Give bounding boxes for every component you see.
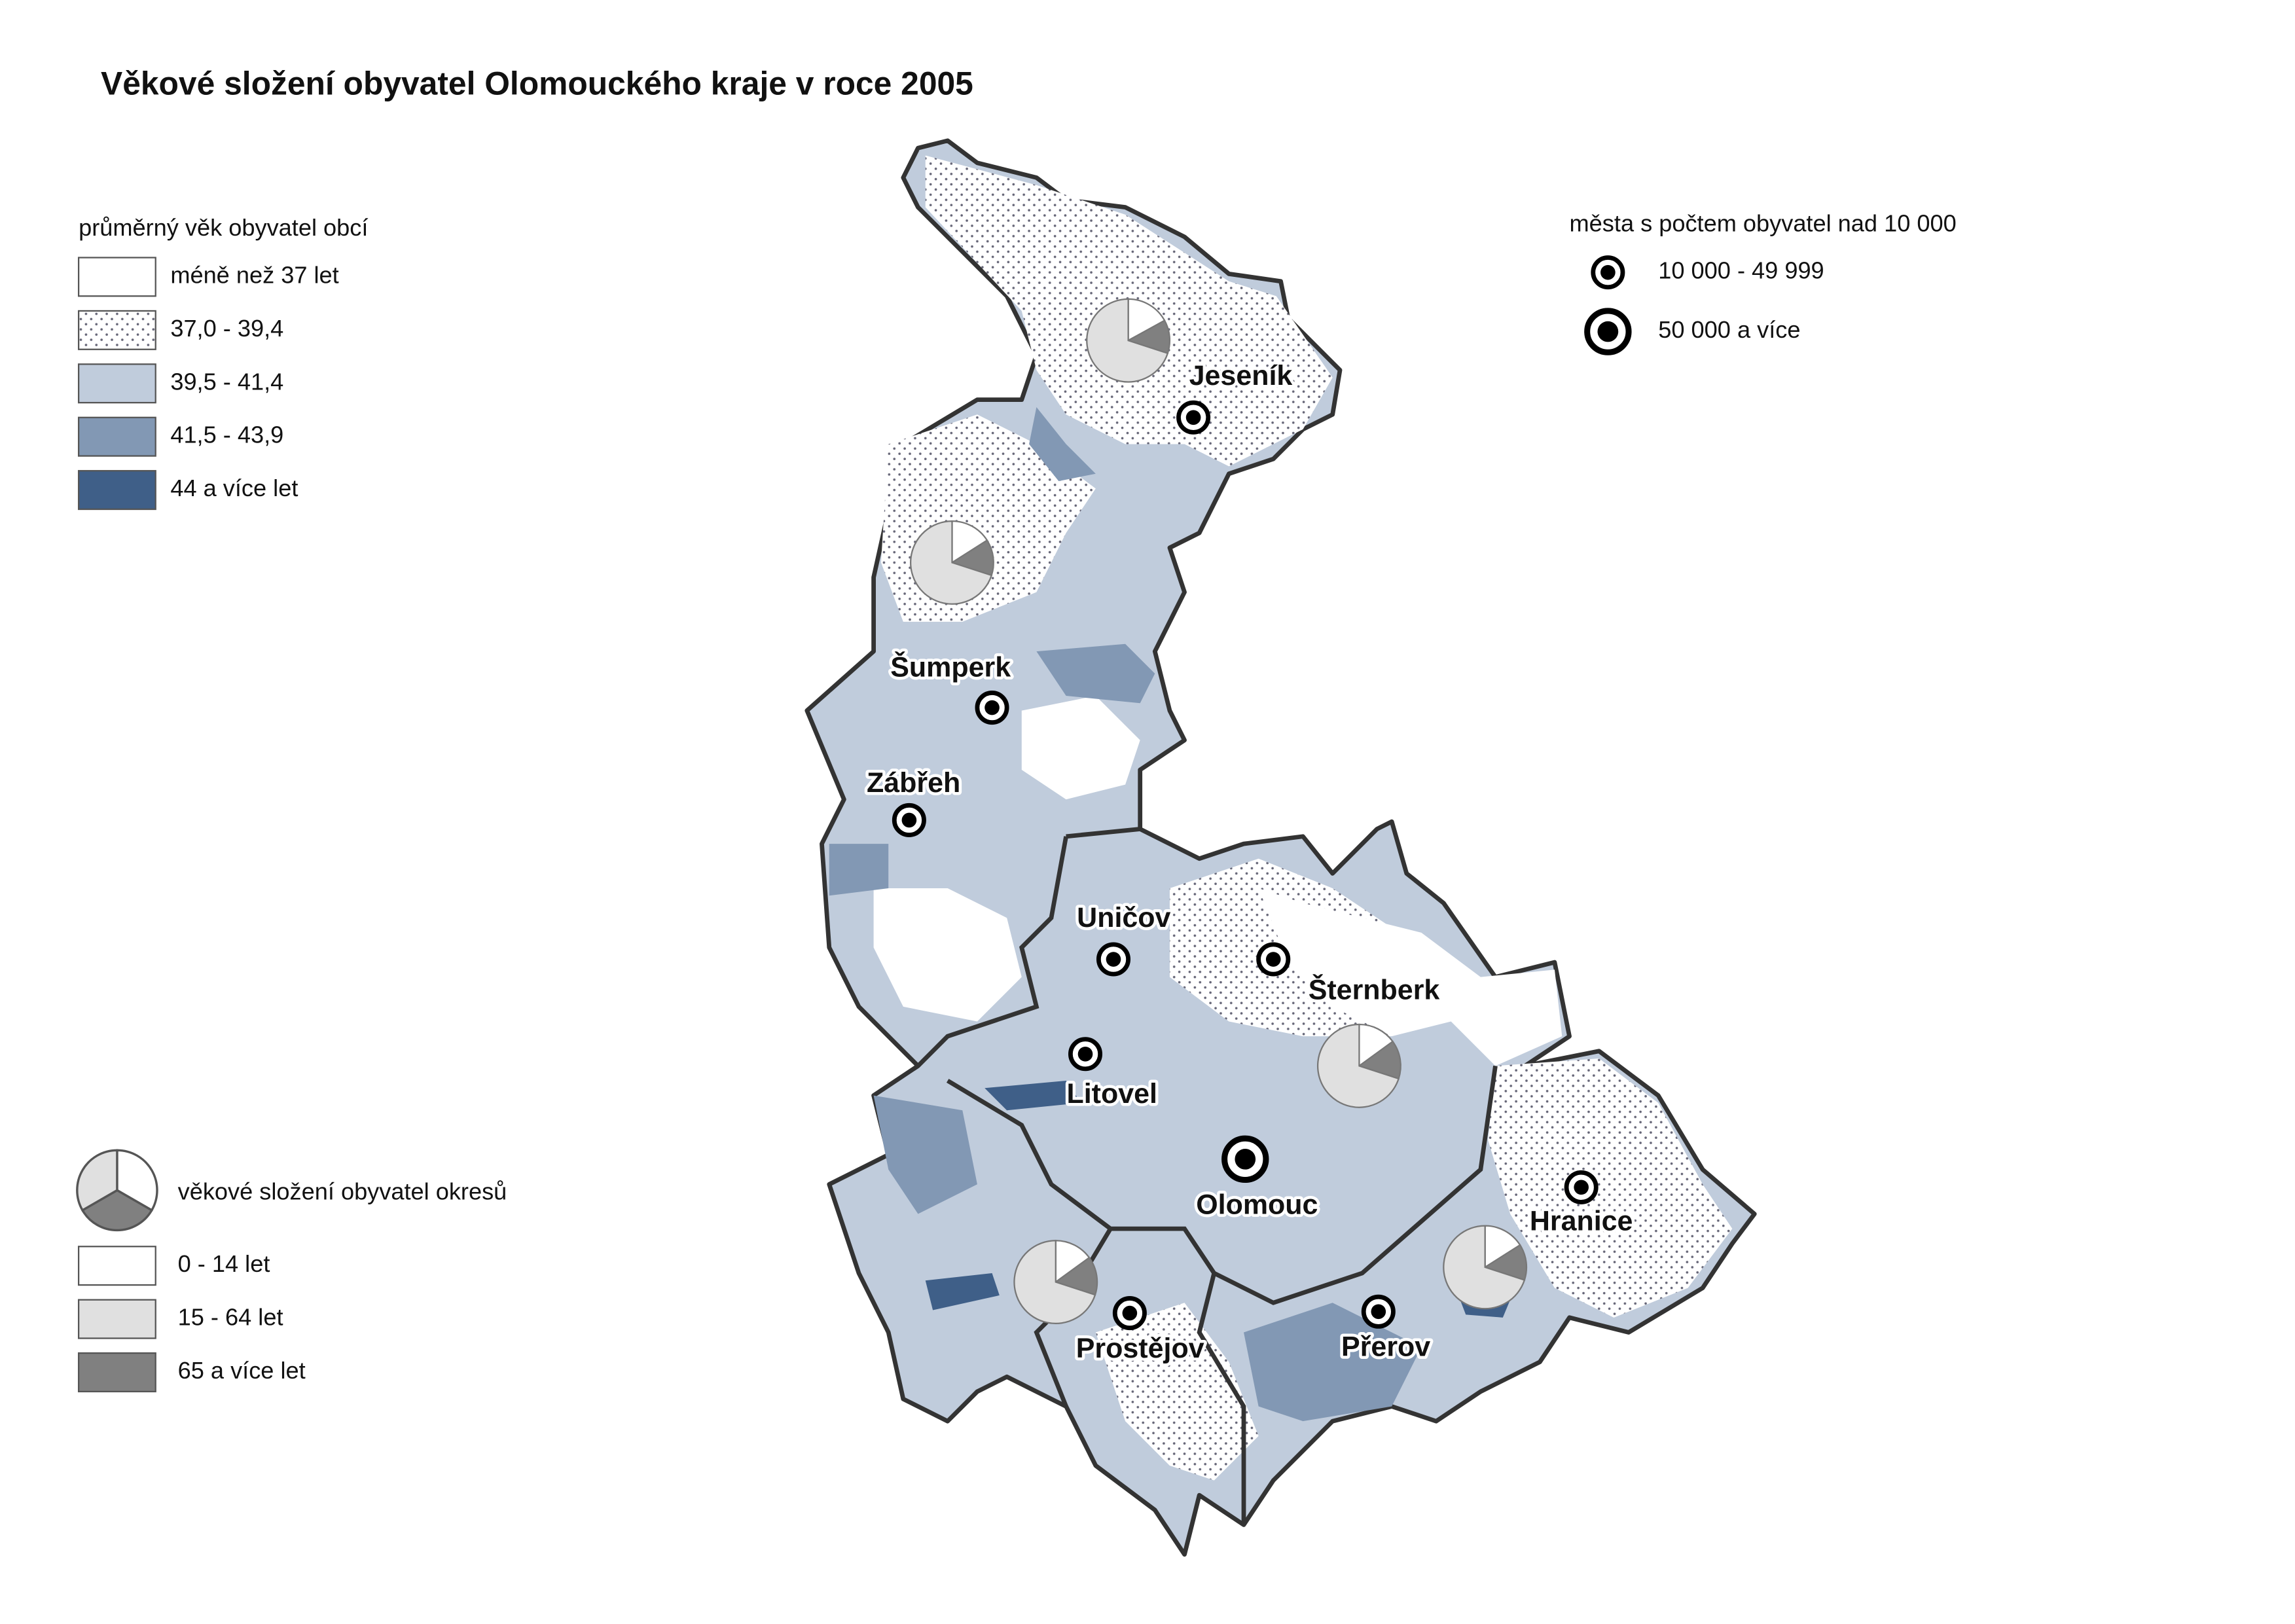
city-symbol-dot bbox=[1077, 1046, 1093, 1062]
city-symbol-dot bbox=[1122, 1305, 1138, 1321]
city-label: Uničov bbox=[1077, 902, 1170, 933]
municipalities-dotted bbox=[1488, 1058, 1733, 1318]
municipalities-mid bbox=[829, 844, 889, 896]
city-label: Hranice bbox=[1530, 1205, 1633, 1236]
city-symbol-dot bbox=[1235, 1149, 1256, 1170]
pie-slice bbox=[1443, 1225, 1526, 1310]
legend-title: průměrný věk obyvatel obcí bbox=[79, 214, 368, 241]
legend-pie-sample bbox=[76, 1149, 158, 1232]
pie-slice bbox=[1316, 1023, 1400, 1108]
municipalities-dark bbox=[985, 1080, 1081, 1111]
municipalities-mid bbox=[1036, 643, 1155, 704]
city-label: Přerov bbox=[1341, 1331, 1430, 1363]
city-label: Prostějov bbox=[1076, 1333, 1204, 1364]
district-border bbox=[1197, 1272, 1246, 1525]
city-symbol-dot bbox=[1185, 410, 1201, 425]
pie-slice bbox=[1357, 1040, 1401, 1080]
legend-label: 50 000 a více bbox=[1658, 316, 1800, 343]
region bbox=[804, 138, 1757, 1557]
legend-label: méně než 37 let bbox=[170, 261, 338, 288]
legend-swatch bbox=[77, 1246, 156, 1286]
pie-slice bbox=[1484, 1225, 1521, 1269]
municipalities-white bbox=[1021, 695, 1140, 800]
municipalities-dark bbox=[925, 1272, 1000, 1310]
pie-slice bbox=[1127, 298, 1166, 342]
district-border bbox=[1066, 827, 1141, 839]
municipalities-white bbox=[873, 888, 1022, 1022]
legend-swatch bbox=[77, 470, 156, 511]
legend-label: 0 - 14 let bbox=[178, 1250, 270, 1277]
municipalities-dotted bbox=[1095, 1303, 1259, 1481]
legend-label: 37,0 - 39,4 bbox=[170, 315, 283, 342]
city-label: Zábřeh bbox=[867, 767, 960, 799]
city-symbol-dot bbox=[1106, 952, 1121, 967]
municipalities-white bbox=[1258, 888, 1563, 1066]
legend-swatch bbox=[77, 310, 156, 350]
legend-symbol-dot bbox=[1597, 321, 1619, 342]
city-label: Litovel bbox=[1066, 1078, 1157, 1110]
legend-swatch bbox=[77, 257, 156, 297]
city-symbol-dot bbox=[1371, 1304, 1386, 1320]
legend-symbol-dot bbox=[1600, 264, 1616, 280]
pie-slice bbox=[910, 520, 993, 605]
legend-label: 41,5 - 43,9 bbox=[170, 422, 283, 448]
pie-slice bbox=[951, 520, 988, 564]
city-label: Šternberk bbox=[1309, 974, 1440, 1006]
pie-slice bbox=[1013, 1240, 1096, 1324]
map-title: Věkové složení obyvatel Olomouckého kraj… bbox=[101, 65, 973, 101]
legend-swatch bbox=[77, 1352, 156, 1393]
district-border bbox=[916, 836, 1068, 1068]
legend-label: 39,5 - 41,4 bbox=[170, 368, 283, 395]
legend-label: 10 000 - 49 999 bbox=[1658, 257, 1824, 284]
district-border bbox=[946, 1065, 1498, 1305]
legend-swatch bbox=[77, 416, 156, 457]
legend-swatch bbox=[77, 1299, 156, 1339]
city-label: Olomouc bbox=[1196, 1189, 1318, 1221]
pie-slice bbox=[1358, 1023, 1394, 1068]
legend-swatch bbox=[77, 363, 156, 404]
city-symbol-dot bbox=[985, 700, 1000, 715]
pie-slice bbox=[1086, 298, 1169, 383]
city-label: Šumperk bbox=[890, 651, 1011, 683]
city-symbol-dot bbox=[901, 812, 917, 828]
city-label: Jeseník bbox=[1189, 360, 1293, 391]
municipalities-mid bbox=[1029, 406, 1096, 482]
city-symbol-dot bbox=[1574, 1180, 1589, 1195]
municipalities-mid bbox=[1244, 1303, 1422, 1422]
municipalities-mid bbox=[873, 1095, 977, 1214]
pie-slice bbox=[1054, 1256, 1098, 1296]
legend-label: 65 a více let bbox=[178, 1357, 306, 1384]
legend-label: 44 a více let bbox=[170, 475, 298, 501]
legend-title: města s počtem obyvatel nad 10 000 bbox=[1570, 209, 1957, 236]
legend-title: věkové složení obyvatel okresů bbox=[178, 1178, 507, 1204]
city-symbol-dot bbox=[1265, 952, 1281, 967]
legend-label: 15 - 64 let bbox=[178, 1304, 283, 1331]
pie-slice bbox=[1055, 1240, 1091, 1284]
